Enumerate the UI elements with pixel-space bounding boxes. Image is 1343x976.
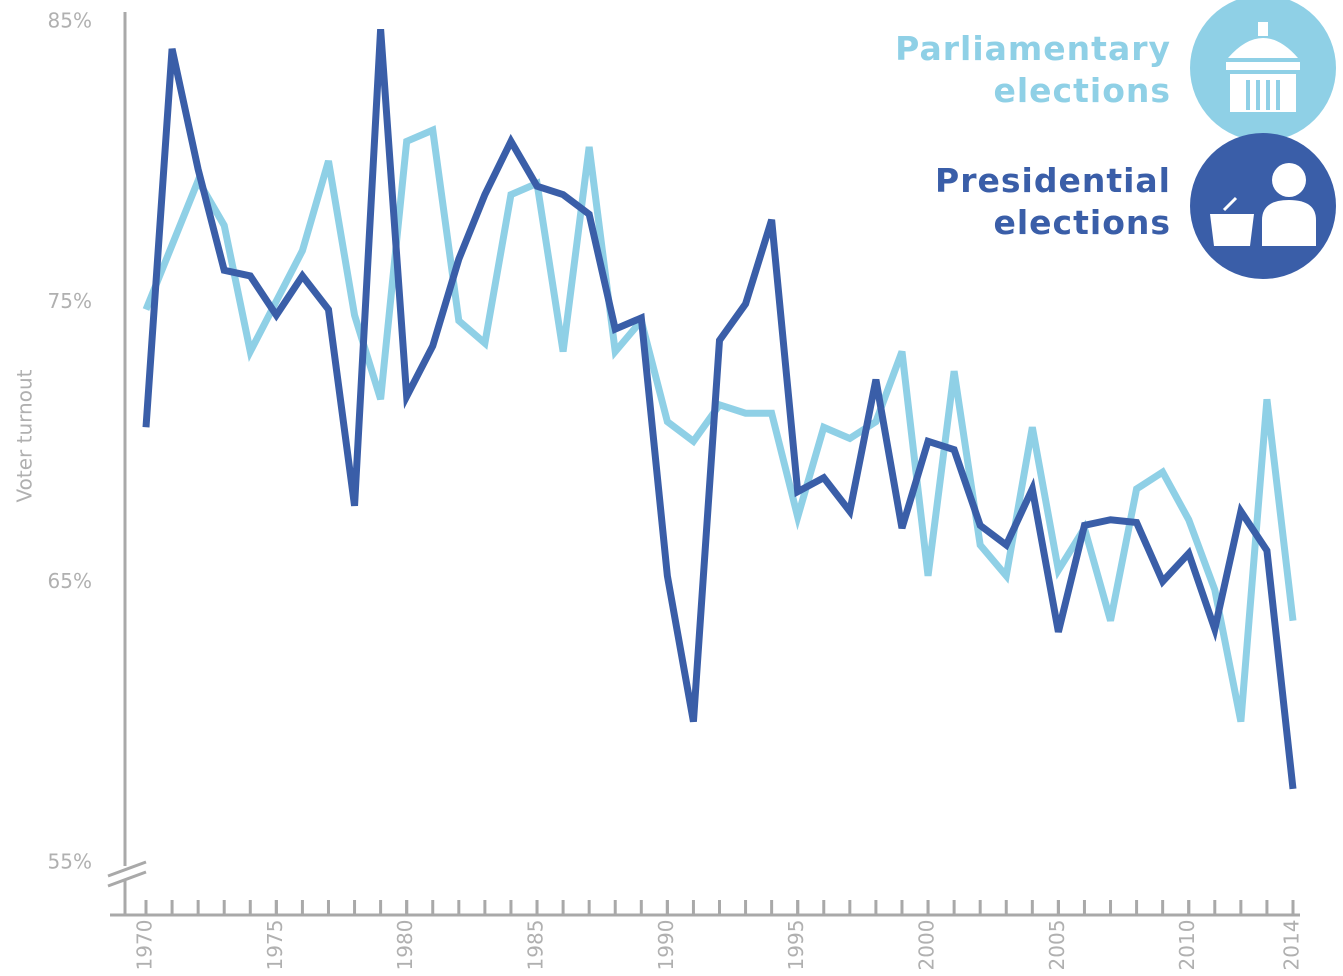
y-axis-title: Voter turnout (13, 369, 37, 502)
parliament-icon (1190, 0, 1336, 141)
series-line (142, 125, 1297, 723)
legend-entry: Parliamentary elections (895, 29, 1171, 110)
y-tick-label: 65% (48, 569, 92, 593)
x-tick-label: 1975 (263, 920, 287, 971)
x-tick-label: 1985 (524, 920, 548, 971)
parliament-building (1226, 22, 1300, 112)
x-tick-label: 2005 (1045, 920, 1069, 971)
x-tick-label: 1995 (784, 920, 808, 971)
speaker-at-podium (1210, 163, 1316, 246)
x-tick-label: 1990 (654, 920, 678, 971)
microphone (1222, 196, 1238, 212)
x-tick-label: 2014 (1280, 920, 1304, 971)
series-line (142, 28, 1297, 790)
x-tick-label: 1980 (393, 920, 417, 971)
legend-entry: Presidential elections (935, 161, 1171, 242)
axis-break (107, 870, 147, 888)
presidential-icon (1190, 133, 1336, 279)
x-tick-label: 2000 (915, 920, 939, 971)
axis-break (107, 860, 147, 878)
x-tick-label: 1970 (133, 920, 157, 971)
parliament-columns (1246, 80, 1280, 110)
y-tick-label: 75% (48, 289, 92, 313)
y-tick-label: 55% (48, 849, 92, 873)
x-tick-label: 2010 (1175, 920, 1199, 971)
y-tick-label: 85% (48, 9, 92, 33)
